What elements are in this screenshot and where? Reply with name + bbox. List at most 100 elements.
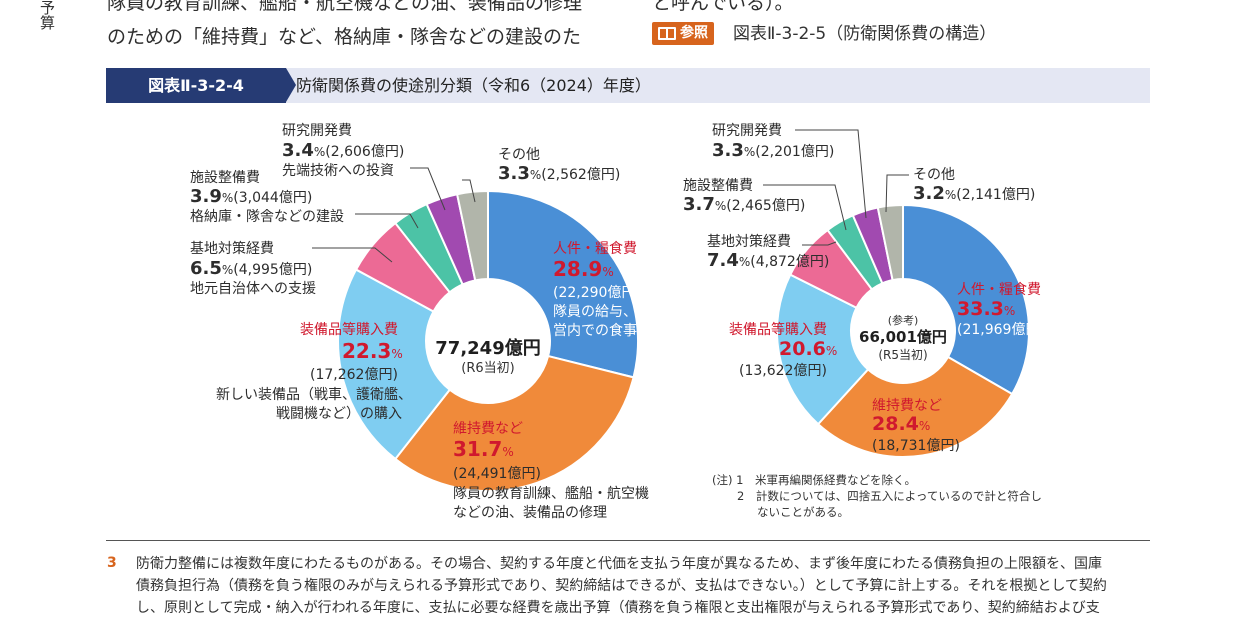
pct-unit: %	[738, 255, 751, 269]
label-equipment-desc-2: 戦闘機など）の購入	[276, 406, 402, 422]
footnote-number: 3	[107, 555, 117, 571]
label-maintenance-name: 維持費など	[453, 421, 523, 437]
donut-chart-r6	[337, 189, 639, 492]
label-facility-value: 3.9%(3,044億円)	[190, 187, 312, 208]
r-label-other-pct: 3.2	[913, 183, 945, 204]
right-center-total: 66,001億円	[859, 328, 947, 346]
label-equipment-amount: (17,262億円)	[310, 367, 398, 383]
donut-chart-r5	[776, 203, 1030, 458]
pct-unit: %	[944, 188, 957, 202]
r-label-maintenance-name: 維持費など	[872, 398, 942, 414]
label-base-desc: 地元自治体への支援	[190, 281, 316, 297]
r-label-equipment-amount: (13,622億円)	[739, 363, 827, 379]
label-equipment-value: 22.3%	[342, 339, 403, 364]
r-label-rnd-pct: 3.3	[712, 140, 744, 161]
r-label-base-pct: 7.4	[707, 250, 739, 271]
label-personnel-name: 人件・糧食費	[553, 241, 637, 257]
pct-unit: %	[602, 265, 614, 279]
pct-unit: %	[714, 199, 727, 213]
label-equipment-name: 装備品等購入費	[300, 322, 398, 338]
reference-badge: 参照	[652, 22, 714, 45]
r-label-equipment-pct: 20.6	[779, 338, 826, 360]
r-label-facility-pct: 3.7	[683, 194, 715, 215]
pct-unit: %	[825, 344, 838, 358]
label-base-value: 6.5%(4,995億円)	[190, 259, 312, 280]
label-other-name: その他	[498, 147, 540, 163]
r-label-personnel-pct: 33.3	[957, 298, 1004, 320]
left-center-sub: (R6当初)	[461, 361, 515, 376]
donut-hole	[426, 279, 550, 403]
r-label-personnel-amount: (21,969億円)	[957, 322, 1045, 338]
r-label-maintenance-pct: 28.4	[872, 413, 919, 435]
pct-unit: %	[1003, 304, 1016, 318]
r-label-maintenance-amount: (18,731億円)	[872, 438, 960, 454]
label-other-amount: (2,562億円)	[541, 167, 621, 183]
label-personnel-amount: (22,290億円)	[553, 285, 641, 301]
footnote-line-3: し、原則として完成・納入が行われる年度に、支払に必要な経費を歳出予算（債務を負う…	[136, 600, 1100, 616]
note-1: (注) 1 米軍再編関係経費などを除く。	[712, 473, 916, 487]
label-rnd-pct: 3.4	[282, 140, 314, 161]
body-text-right-line: と呼んでいる）。	[652, 0, 794, 14]
note-2: 2 計数については、四捨五入によっているので計と符合し	[737, 489, 1042, 503]
label-base-amount: (4,995億円)	[233, 262, 313, 278]
label-personnel-pct: 28.9	[553, 257, 603, 281]
label-equipment-pct: 22.3	[342, 339, 392, 363]
figure-title: 防衛関係費の使途別分類（令和6（2024）年度）	[296, 76, 651, 95]
leader-lines-right	[763, 129, 909, 246]
label-other-pct: 3.3	[498, 163, 530, 184]
label-other-value: 3.3%(2,562億円)	[498, 164, 620, 185]
r-label-base-value: 7.4%(4,872億円)	[707, 251, 829, 272]
label-maintenance-amount: (24,491億円)	[453, 466, 541, 482]
r-label-base-amount: (4,872億円)	[750, 254, 830, 270]
r-label-rnd-value: 3.3%(2,201億円)	[712, 141, 834, 162]
side-section-tab: 予算	[38, 0, 56, 30]
reference-link[interactable]: 図表Ⅱ-3-2-5（防衛関係費の構造）	[733, 24, 997, 44]
label-facility-pct: 3.9	[190, 186, 222, 207]
label-maintenance-value: 31.7%	[453, 437, 514, 462]
r-label-equipment-value: 20.6%	[779, 340, 837, 361]
footnote-line-1: 防衛力整備には複数年度にわたるものがある。その場合、契約する年度と代価を支払う年…	[136, 556, 1102, 572]
pct-unit: %	[502, 445, 514, 459]
body-text-line-2: のための「維持費」など、格納庫・隊舎などの建設のた	[107, 26, 582, 48]
r-label-facility-amount: (2,465億円)	[726, 198, 806, 214]
note-3: ないことがある。	[757, 505, 849, 519]
label-facility-amount: (3,044億円)	[233, 190, 313, 206]
donut-hole	[851, 279, 955, 383]
body-text-line-1: 隊員の教育訓練、艦船・航空機などの油、装備品の修理	[107, 0, 583, 14]
r-label-maintenance-value: 28.4%	[872, 415, 930, 436]
pct-unit: %	[743, 145, 756, 159]
footnote-line-2: 債務負担行為（債務を負う権限のみが与えられる予算形式であり、契約締結はできるが、…	[136, 578, 1107, 594]
r-label-other-value: 3.2%(2,141億円)	[913, 184, 1035, 205]
label-rnd-desc: 先端技術への投資	[282, 163, 394, 179]
reference-badge-label: 参照	[680, 25, 708, 41]
book-icon	[658, 27, 676, 40]
pct-unit: %	[313, 145, 326, 159]
label-maintenance-pct: 31.7	[453, 437, 503, 461]
label-base-name: 基地対策経費	[190, 241, 274, 257]
pct-unit: %	[221, 263, 234, 277]
r-label-facility-value: 3.7%(2,465億円)	[683, 195, 805, 216]
label-maintenance-desc-1: 隊員の教育訓練、艦船・航空機	[453, 486, 649, 502]
r-label-rnd-name: 研究開発費	[712, 123, 782, 139]
r-label-equipment-name: 装備品等購入費	[729, 322, 827, 338]
label-personnel-desc-1: 隊員の給与、退職金、	[553, 304, 693, 320]
label-equipment-desc-1: 新しい装備品（戦車、護衛艦、	[216, 387, 412, 403]
r-label-other-name: その他	[913, 167, 955, 183]
pct-unit: %	[529, 168, 542, 182]
left-center-total: 77,249億円	[435, 338, 541, 359]
label-maintenance-desc-2: などの油、装備品の修理	[453, 505, 607, 521]
r-label-rnd-amount: (2,201億円)	[755, 144, 835, 160]
pct-unit: %	[391, 347, 403, 361]
figure-id: 図表Ⅱ-3-2-4	[106, 68, 296, 103]
r-label-base-name: 基地対策経費	[707, 234, 791, 250]
r-label-personnel-name: 人件・糧食費	[957, 282, 1041, 298]
slice-equipment	[776, 273, 870, 426]
label-rnd-amount: (2,606億円)	[325, 144, 405, 160]
footnote-rule	[106, 540, 1150, 541]
r-label-personnel-value: 33.3%	[957, 300, 1015, 321]
right-center-ref: (参考)	[887, 314, 919, 327]
r-label-facility-name: 施設整備費	[683, 178, 753, 194]
pct-unit: %	[221, 191, 234, 205]
r-label-other-amount: (2,141億円)	[956, 187, 1036, 203]
label-personnel-desc-2: 営内での食事	[553, 323, 637, 339]
